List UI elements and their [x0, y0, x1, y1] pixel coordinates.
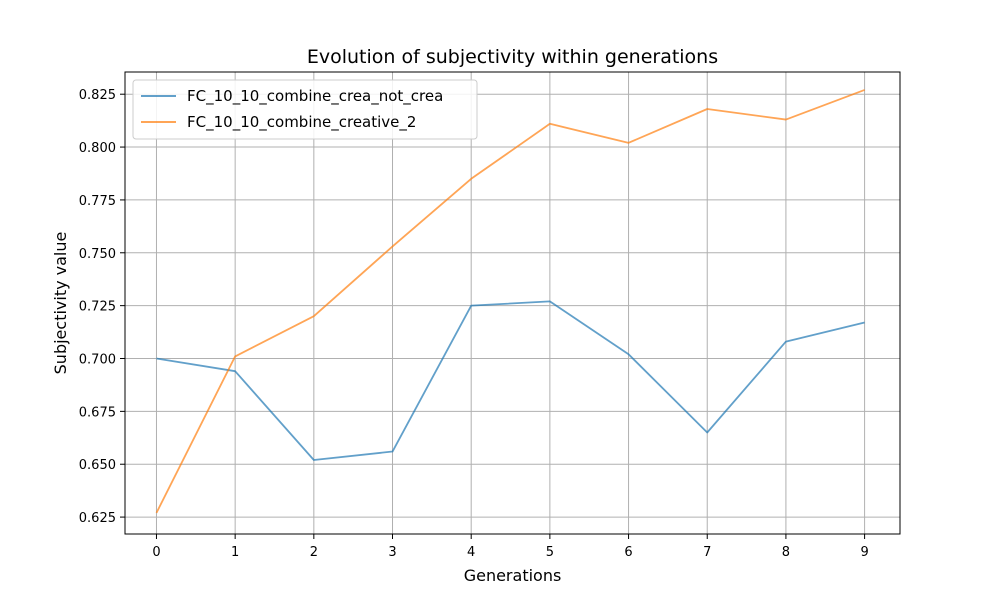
series-line-0: [156, 300, 865, 461]
legend-label-0: FC_10_10_combine_crea_not_crea: [187, 87, 443, 106]
legend: FC_10_10_combine_crea_not_crea FC_10_10_…: [132, 79, 478, 140]
x-tick-label-4: 4: [467, 545, 475, 560]
y-tick-label-2: 0.675: [79, 405, 116, 420]
x-tick-label-8: 8: [782, 545, 790, 560]
x-tick-label-0: 0: [152, 545, 160, 560]
y-tick-label-6: 0.775: [79, 194, 116, 209]
grid: [125, 72, 900, 534]
x-tick-label-3: 3: [388, 545, 396, 560]
y-tick-label-7: 0.800: [79, 141, 116, 156]
x-tick-label-1: 1: [231, 545, 239, 560]
y-tick-label-8: 0.825: [79, 88, 116, 103]
x-tick-label-9: 9: [860, 545, 868, 560]
x-tick-label-2: 2: [310, 545, 318, 560]
plot-frame: [124, 71, 901, 535]
y-axis-label: Subjectivity value: [51, 232, 70, 375]
legend-label-1: FC_10_10_combine_creative_2: [187, 113, 416, 132]
y-tick-label-0: 0.625: [79, 511, 116, 526]
y-tick-label-1: 0.650: [79, 458, 116, 473]
series-layer: [155, 89, 865, 514]
x-axis-label: Generations: [464, 566, 562, 585]
x-tick-label-6: 6: [624, 545, 632, 560]
y-tick-label-3: 0.700: [79, 353, 116, 368]
chart-title: Evolution of subjectivity within generat…: [307, 46, 718, 68]
y-tick-label-5: 0.750: [79, 247, 116, 262]
x-tick-label-5: 5: [546, 545, 554, 560]
x-axis: 0 1 2 3 4 5 6 7 8 9: [152, 534, 869, 560]
y-tick-label-4: 0.725: [79, 300, 116, 315]
x-tick-label-7: 7: [703, 545, 711, 560]
legend-box: [132, 79, 478, 140]
y-axis: 0.625 0.650 0.675 0.700 0.725 0.750 0.775 0.800…: [79, 88, 125, 526]
series-line-1: [155, 89, 865, 514]
